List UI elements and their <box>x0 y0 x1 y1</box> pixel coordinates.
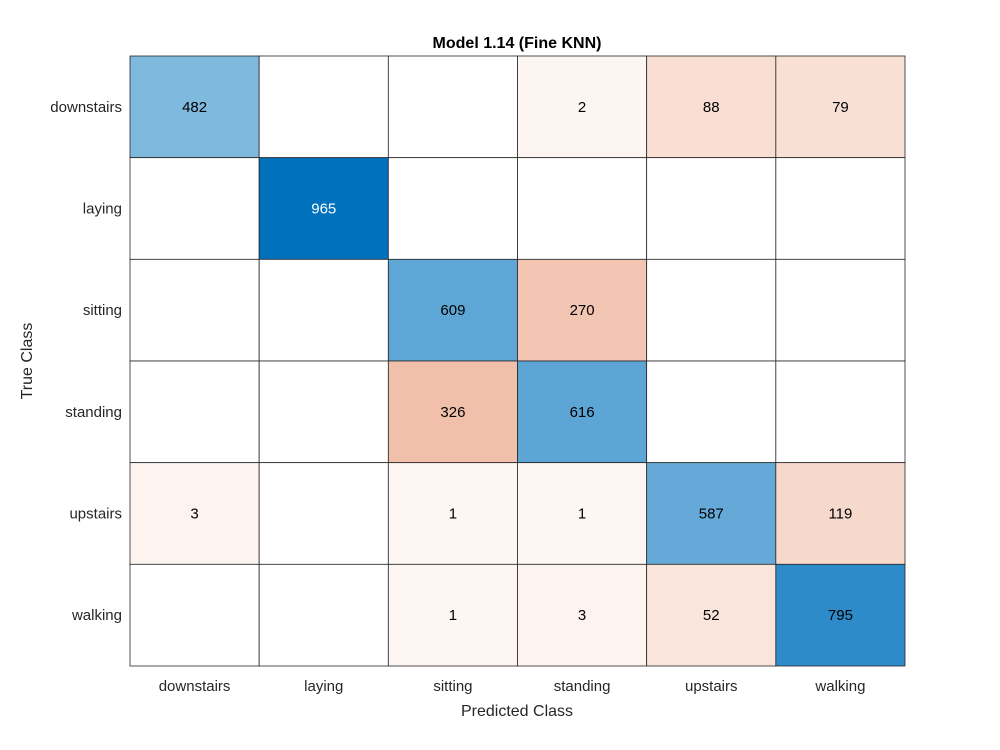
matrix-cell-value-2-2: 609 <box>440 302 465 319</box>
matrix-cell-1-3 <box>517 157 648 260</box>
matrix-cell-value-5-4: 52 <box>703 607 720 624</box>
matrix-cell-3-4 <box>646 360 777 464</box>
matrix-cell-value-0-3: 2 <box>578 99 586 116</box>
matrix-cell-value-4-5: 119 <box>828 506 852 523</box>
matrix-cell-4-1 <box>258 462 389 565</box>
matrix-cell-0-3 <box>517 55 648 159</box>
matrix-cell-value-3-3: 616 <box>570 404 595 421</box>
matrix-cell-3-0 <box>129 360 260 464</box>
chart-title: Model 1.14 (Fine KNN) <box>433 35 602 52</box>
x-axis-label: Predicted Class <box>461 703 573 720</box>
y-tick-label-standing: standing <box>65 404 122 421</box>
matrix-cell-value-4-3: 1 <box>578 506 586 523</box>
matrix-cell-1-5 <box>775 157 906 260</box>
x-tick-label-sitting: sitting <box>433 678 472 695</box>
matrix-cell-2-2 <box>387 258 518 362</box>
matrix-cell-0-2 <box>387 55 518 159</box>
y-tick-label-sitting: sitting <box>83 302 122 319</box>
matrix-cell-5-5 <box>775 563 906 667</box>
matrix-cell-value-0-0: 482 <box>182 99 207 116</box>
y-tick-label-upstairs: upstairs <box>69 506 122 523</box>
matrix-cell-0-5 <box>775 55 906 159</box>
matrix-cell-5-1 <box>258 563 389 667</box>
matrix-cell-3-2 <box>387 360 518 464</box>
matrix-cell-4-3 <box>517 462 648 565</box>
matrix-cell-0-1 <box>258 55 389 159</box>
matrix-cell-3-5 <box>775 360 906 464</box>
matrix-cell-5-3 <box>517 563 648 667</box>
matrix-cell-value-2-3: 270 <box>570 302 595 319</box>
x-tick-label-downstairs: downstairs <box>159 678 231 695</box>
matrix-cell-value-0-5: 79 <box>832 99 849 116</box>
y-tick-label-laying: laying <box>83 201 122 218</box>
matrix-cell-value-4-0: 3 <box>190 506 198 523</box>
x-tick-label-laying: laying <box>304 678 343 695</box>
matrix-cell-1-4 <box>646 157 777 260</box>
matrix-cell-5-4 <box>646 563 777 667</box>
matrix-cell-value-5-5: 795 <box>828 607 853 624</box>
matrix-cell-5-0 <box>129 563 260 667</box>
y-tick-label-walking: walking <box>71 607 122 624</box>
x-tick-label-standing: standing <box>554 678 611 695</box>
matrix-cell-value-4-2: 1 <box>449 506 457 523</box>
matrix-cell-1-1 <box>258 157 389 260</box>
matrix-cell-value-0-4: 88 <box>703 99 720 116</box>
matrix-cell-value-4-4: 587 <box>699 506 724 523</box>
y-tick-label-downstairs: downstairs <box>50 99 122 116</box>
matrix-cell-3-1 <box>258 360 389 464</box>
matrix-cell-value-3-2: 326 <box>440 404 465 421</box>
matrix-cell-1-2 <box>387 157 518 260</box>
matrix-cell-5-2 <box>387 563 518 667</box>
matrix-cell-4-0 <box>129 462 260 565</box>
matrix-cell-2-4 <box>646 258 777 362</box>
matrix-cell-1-0 <box>129 157 260 260</box>
matrix-cell-0-0 <box>129 55 260 159</box>
matrix-cell-4-5 <box>775 462 906 565</box>
y-tick-labels: downstairs laying sitting standing upstairs w… <box>50 99 122 624</box>
matrix-cells: 482 2 88 79 965 609 270 326 616 3 1 1 587 119 1 3 52 795 <box>129 55 906 667</box>
matrix-cell-4-4 <box>646 462 777 565</box>
matrix-cell-2-5 <box>775 258 906 362</box>
y-axis-label: True Class <box>19 323 36 400</box>
matrix-cell-2-1 <box>258 258 389 362</box>
matrix-cell-value-1-1: 965 <box>311 201 336 218</box>
matrix-cell-0-4 <box>646 55 777 159</box>
x-tick-labels: downstairs laying sitting standing upstairs w… <box>159 678 866 695</box>
x-tick-label-upstairs: upstairs <box>685 678 738 695</box>
x-tick-label-walking: walking <box>814 678 865 695</box>
matrix-cell-value-5-2: 1 <box>449 607 457 624</box>
matrix-cell-value-5-3: 3 <box>578 607 586 624</box>
matrix-cell-2-0 <box>129 258 260 362</box>
